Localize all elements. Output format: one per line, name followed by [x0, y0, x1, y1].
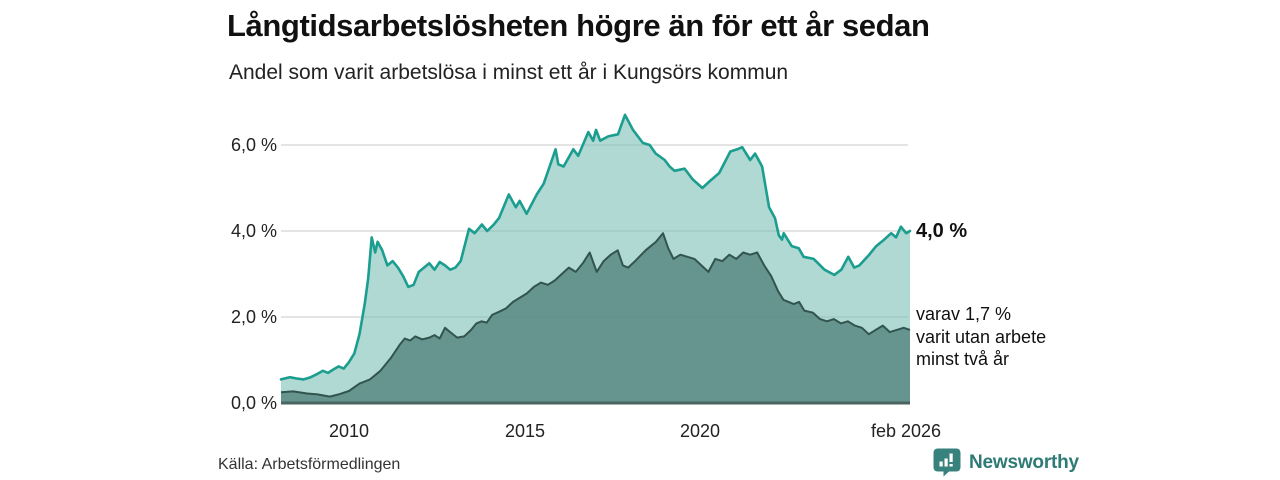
latest-value-label: 4,0 % — [916, 220, 968, 242]
secondary-annotation-line-2: varit utan arbete — [916, 326, 1047, 347]
series-line-min-one-year — [279, 113, 912, 381]
y-axis-tick-4: 4,0 % — [230, 221, 277, 241]
y-axis-tick-6: 6,0 % — [230, 135, 277, 155]
secondary-annotation-line-3: minst två år — [916, 349, 1010, 369]
page-title: Långtidsarbetslösheten högre än för ett … — [227, 8, 930, 43]
series-line-min-two-years — [280, 232, 911, 398]
source-caption: Källa: Arbetsförmedlingen — [218, 456, 401, 473]
y-axis-tick-0: 0,0 % — [230, 393, 277, 413]
chart-subtitle: Andel som varit arbetslösa i minst ett å… — [229, 61, 789, 84]
x-axis-tick-2020: 2020 — [679, 421, 721, 441]
series-area-min-two-years — [281, 233, 910, 403]
x-axis-tick-2015: 2015 — [504, 421, 546, 441]
secondary-annotation: varav 1,7 % varit utan arbete minst två … — [916, 303, 1046, 371]
newsworthy-bars-icon — [933, 448, 961, 477]
x-axis-tick-2010: 2010 — [328, 421, 370, 441]
secondary-annotation-line-1: varav 1,7 % — [916, 304, 1012, 324]
brand-wordmark: Newsworthy — [969, 451, 1079, 473]
x-axis-tick-feb-2026: feb 2026 — [870, 421, 942, 441]
newsworthy-logo: Newsworthy — [933, 448, 1079, 477]
y-axis-tick-2: 2,0 % — [230, 307, 277, 327]
